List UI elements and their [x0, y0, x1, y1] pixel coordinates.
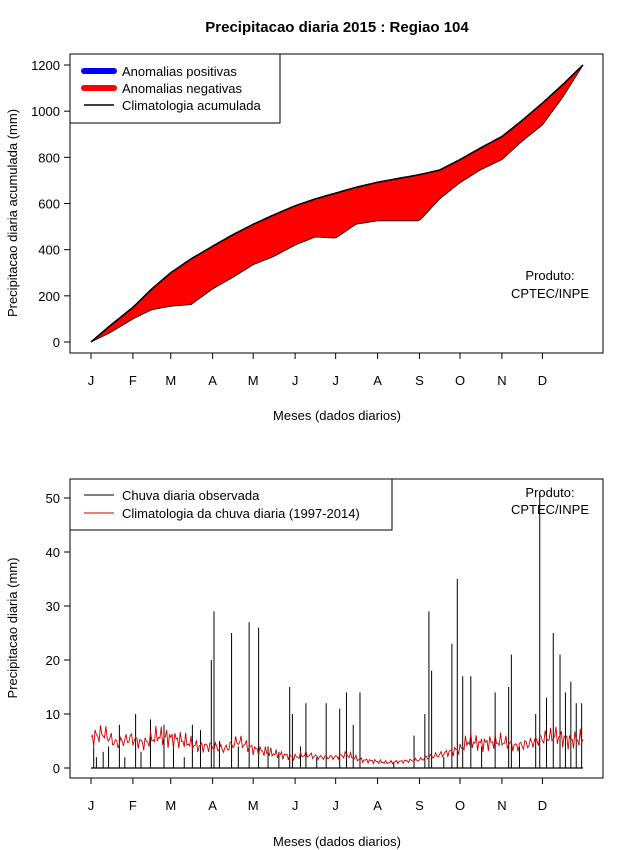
bottom-ytick-label: 10: [46, 707, 60, 722]
bottom-xtick-label: A: [373, 798, 382, 813]
bottom-xtick-label: S: [415, 798, 424, 813]
negative-anomaly-area: [91, 65, 583, 342]
top-xtick-label: D: [538, 373, 547, 388]
top-ytick-label: 1200: [31, 58, 60, 73]
top-annotation-produto: Produto:: [525, 268, 574, 283]
top-annotation-cptec: CPTEC/INPE: [511, 286, 589, 301]
climatology-daily-line: [90, 725, 584, 765]
top-panel: 0 200 400 600 800 1000 1200 J F M A M J J A S O N D Meses…: [5, 53, 604, 423]
bottom-ylabel: Precipitacao diaria (mm): [5, 558, 20, 699]
top-xtick-label: J: [292, 373, 299, 388]
bottom-xtick-label: O: [455, 798, 465, 813]
top-xtick-label: A: [373, 373, 382, 388]
top-xtick-label: N: [497, 373, 506, 388]
top-ytick-label: 1000: [31, 104, 60, 119]
top-ytick-label: 0: [53, 335, 60, 350]
top-xlabel: Meses (dados diarios): [273, 408, 401, 423]
bottom-xtick-label: D: [538, 798, 547, 813]
observed-accumulated-line: [90, 64, 584, 343]
top-area-layer: [90, 64, 584, 343]
legend-clim-daily-label: Climatologia da chuva diaria (1997-2014): [122, 506, 360, 521]
bottom-ytick-label: 0: [53, 761, 60, 776]
bottom-xtick-label: F: [129, 798, 137, 813]
top-xtick-label: J: [332, 373, 339, 388]
bottom-xtick-label: J: [292, 798, 299, 813]
bottom-legend: Chuva diaria observada Climatologia da c…: [69, 478, 393, 531]
bottom-xtick-label: J: [332, 798, 339, 813]
bottom-panel: 0 10 20 30 40 50 J F M A M J J A S O N D Meses (dados di…: [5, 478, 604, 849]
bottom-legend-box: [69, 478, 393, 531]
bottom-y-axis: 0 10 20 30 40 50: [46, 491, 70, 776]
top-ytick-label: 600: [38, 197, 60, 212]
top-xtick-label: M: [165, 373, 176, 388]
bottom-xtick-label: A: [208, 798, 217, 813]
bottom-ytick-label: 30: [46, 599, 60, 614]
top-xtick-label: M: [248, 373, 259, 388]
top-xtick-label: J: [88, 373, 95, 388]
chart-title: Precipitacao diaria 2015 : Regiao 104: [205, 19, 469, 36]
legend-observed-label: Chuva diaria observada: [122, 488, 260, 503]
bottom-xlabel: Meses (dados diarios): [273, 834, 401, 849]
top-xtick-label: S: [415, 373, 424, 388]
top-ytick-label: 400: [38, 243, 60, 258]
top-y-axis: 0 200 400 600 800 1000 1200: [31, 58, 70, 350]
bottom-bars-layer: [90, 492, 584, 769]
climatology-accumulated-line: [90, 64, 584, 343]
top-legend: Anomalias positivas Anomalias negativas …: [69, 53, 281, 124]
bottom-xtick-label: M: [248, 798, 259, 813]
bottom-ytick-label: 40: [46, 545, 60, 560]
bottom-xtick-label: N: [497, 798, 506, 813]
bottom-annotation-cptec: CPTEC/INPE: [511, 502, 589, 517]
top-ytick-label: 200: [38, 289, 60, 304]
bottom-ytick-label: 50: [46, 491, 60, 506]
top-xtick-label: O: [455, 373, 465, 388]
top-ytick-label: 800: [38, 150, 60, 165]
bottom-ytick-label: 20: [46, 653, 60, 668]
legend-positive-label: Anomalias positivas: [122, 64, 237, 79]
top-xtick-label: A: [208, 373, 217, 388]
legend-negative-label: Anomalias negativas: [122, 81, 242, 96]
top-xtick-label: F: [129, 373, 137, 388]
top-ylabel: Precipitacao diaria acumulada (mm): [5, 109, 20, 317]
bottom-xtick-label: M: [165, 798, 176, 813]
bottom-annotation-produto: Produto:: [525, 485, 574, 500]
legend-climatology-label: Climatologia acumulada: [122, 98, 262, 113]
bottom-xtick-label: J: [88, 798, 95, 813]
